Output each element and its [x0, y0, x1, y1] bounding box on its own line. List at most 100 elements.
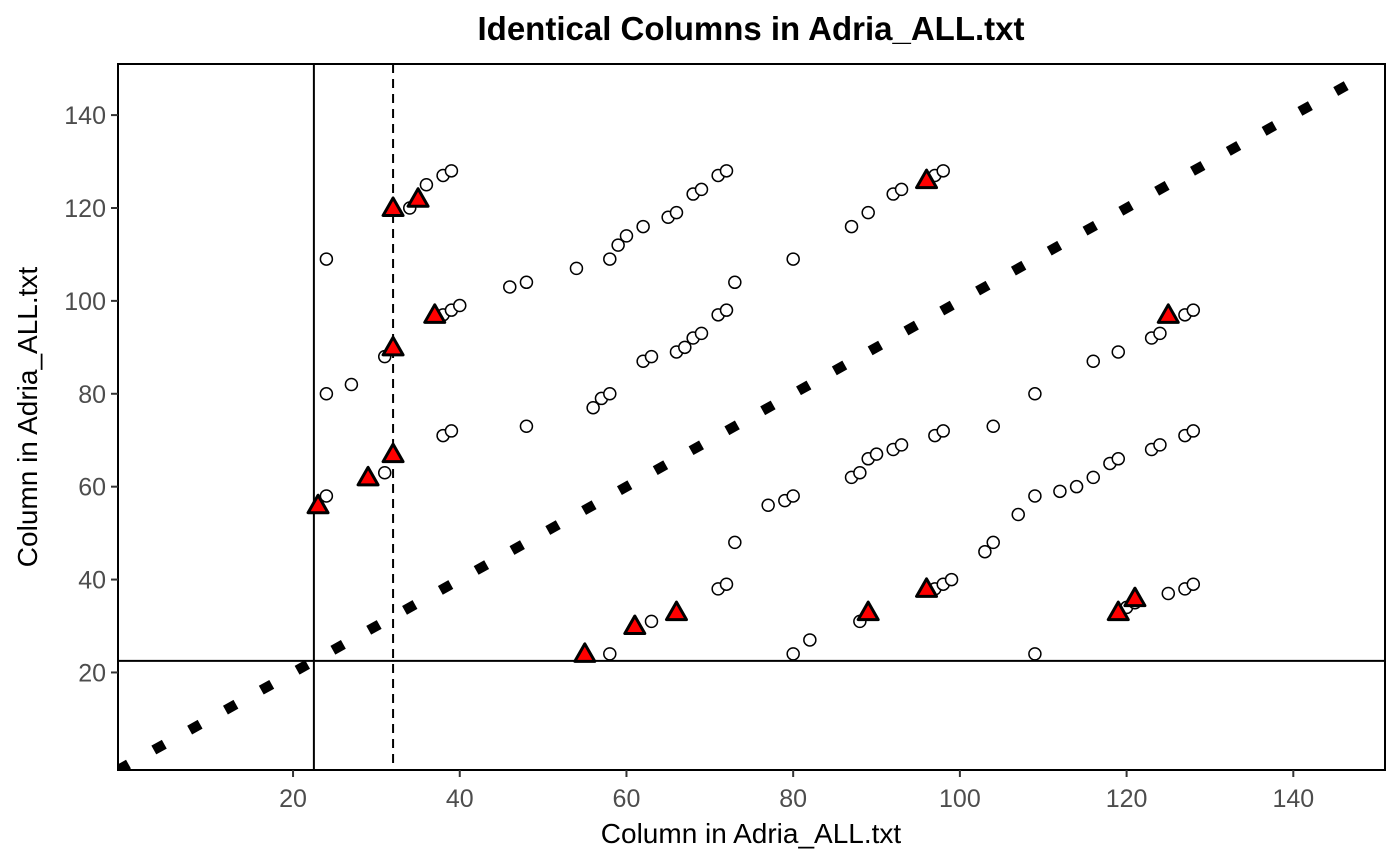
data-point-circle — [1011, 507, 1025, 522]
data-point-circle — [619, 229, 634, 243]
data-point-circle — [719, 577, 734, 591]
data-point-circle — [786, 252, 800, 266]
data-point-triangle — [381, 196, 405, 217]
x-axis-label: Column in Adria_ALL.txt — [601, 818, 902, 849]
data-point-triangle — [856, 600, 880, 622]
y-tick-label: 60 — [78, 474, 106, 502]
data-point-circle — [603, 252, 617, 266]
data-point-circle — [1028, 647, 1042, 661]
y-tick-label: 20 — [78, 659, 106, 687]
data-point-circle — [678, 340, 692, 355]
data-point-circle — [503, 280, 517, 294]
data-point-circle — [644, 614, 659, 629]
y-tick-label: 40 — [78, 567, 106, 595]
data-point-circle — [978, 544, 992, 559]
data-point-circle — [1153, 438, 1167, 452]
y-tick-label: 100 — [64, 288, 106, 316]
data-point-circle — [669, 205, 684, 220]
data-point-circle — [1111, 345, 1126, 359]
data-point-circle — [844, 219, 859, 234]
data-point-circle — [1053, 484, 1067, 499]
data-point-triangle — [915, 577, 939, 598]
data-point-circle — [786, 647, 800, 661]
data-point-circle — [377, 465, 392, 480]
data-point-circle — [1069, 479, 1084, 494]
data-point-circle — [1111, 452, 1126, 466]
data-point-circle — [419, 178, 434, 192]
data-point-triangle — [381, 335, 405, 357]
data-point-circle — [936, 424, 950, 438]
data-point-circle — [894, 438, 909, 452]
data-point-circle — [603, 647, 617, 661]
data-point-circle — [728, 275, 742, 290]
panel-border — [117, 63, 1386, 771]
data-point-circle — [986, 535, 1000, 550]
data-point-circle — [719, 303, 734, 317]
data-point-circle — [861, 205, 875, 220]
data-point-circle — [319, 252, 334, 266]
x-tick-label: 120 — [1106, 785, 1148, 813]
data-point-circle — [1086, 354, 1101, 369]
data-point-circle — [944, 572, 959, 587]
data-point-circle — [603, 387, 617, 401]
data-point-circle — [694, 326, 709, 341]
data-point-circle — [1186, 424, 1201, 438]
chart-title: Identical Columns in Adria_ALL.txt — [478, 10, 1025, 47]
diagonal-line — [118, 68, 1371, 770]
data-point-circle — [586, 400, 600, 415]
x-tick-label: 140 — [1272, 785, 1314, 813]
data-point-circle — [569, 261, 584, 276]
x-tick-label: 100 — [939, 785, 981, 813]
data-point-circle — [1186, 303, 1201, 317]
data-point-circle — [719, 164, 734, 178]
panel-content — [118, 64, 1385, 770]
x-tick-label: 80 — [779, 785, 807, 813]
data-point-circle — [803, 633, 817, 647]
data-point-triangle — [1123, 586, 1147, 608]
y-tick-label: 80 — [78, 381, 106, 409]
data-point-circle — [1186, 577, 1201, 591]
data-point-circle — [319, 387, 334, 401]
plot-area — [117, 63, 1386, 771]
data-point-triangle — [406, 187, 430, 208]
x-tick-label: 40 — [446, 785, 474, 813]
data-point-triangle — [915, 168, 939, 190]
data-point-circle — [761, 498, 775, 512]
data-point-circle — [319, 489, 334, 503]
data-point-triangle — [573, 642, 597, 663]
data-point-circle — [728, 535, 742, 550]
data-point-circle — [786, 489, 800, 503]
y-tick-label: 120 — [64, 195, 106, 223]
data-point-triangle — [1106, 600, 1130, 622]
data-point-circle — [1161, 586, 1176, 601]
data-point-circle — [894, 182, 909, 197]
data-point-triangle — [664, 600, 688, 622]
data-point-circle — [519, 419, 534, 434]
data-point-circle — [1028, 489, 1042, 503]
data-point-triangle — [356, 465, 380, 487]
data-point-triangle — [1156, 303, 1180, 324]
data-point-circle — [453, 298, 467, 313]
data-point-circle — [344, 377, 359, 392]
data-point-circle — [1153, 326, 1167, 341]
data-point-triangle — [423, 303, 447, 324]
data-point-circle — [519, 275, 534, 290]
data-point-circle — [611, 238, 625, 252]
data-point-circle — [936, 164, 950, 178]
y-tick-label: 140 — [64, 102, 106, 130]
data-point-circle — [644, 349, 659, 364]
data-point-circle — [853, 465, 867, 480]
data-point-circle — [444, 424, 459, 438]
y-axis-label: Column in Adria_ALL.txt — [12, 267, 43, 568]
axis-ticks: 20 40 60 80 100 120 140 20 40 60 80 100 120 140 — [64, 102, 1314, 813]
x-tick-label: 20 — [279, 785, 307, 813]
data-point-triangle — [381, 442, 405, 464]
data-point-circle — [869, 447, 884, 461]
data-point-circle — [444, 164, 459, 178]
data-point-circle — [1028, 387, 1042, 401]
data-point-circle — [636, 219, 650, 234]
data-point-triangle — [623, 614, 647, 636]
data-point-circle — [694, 182, 709, 197]
x-tick-label: 60 — [613, 785, 641, 813]
